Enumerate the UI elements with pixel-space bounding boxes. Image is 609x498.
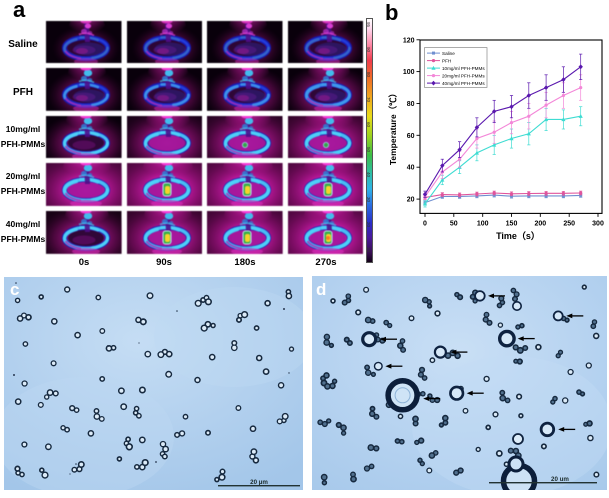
svg-text:50: 50 <box>450 220 458 227</box>
svg-text:20 µm: 20 µm <box>250 479 268 486</box>
svg-text:20 um: 20 um <box>551 476 569 483</box>
svg-text:250: 250 <box>563 220 575 227</box>
svg-text:c: c <box>10 280 19 299</box>
svg-text:100: 100 <box>477 220 489 227</box>
svg-text:300: 300 <box>592 220 604 227</box>
svg-text:60: 60 <box>407 133 415 140</box>
svg-text:PFH: PFH <box>442 58 451 63</box>
svg-text:Time（s）: Time（s） <box>496 231 540 241</box>
svg-text:100: 100 <box>403 69 415 76</box>
svg-text:10mg/ml PFH-PMMs: 10mg/ml PFH-PMMs <box>442 66 485 71</box>
svg-text:80: 80 <box>407 101 415 108</box>
svg-text:20: 20 <box>407 197 415 204</box>
svg-text:150: 150 <box>506 220 518 227</box>
svg-text:120: 120 <box>403 37 415 44</box>
svg-text:d: d <box>316 280 326 299</box>
svg-text:Saline: Saline <box>442 51 455 56</box>
svg-text:40: 40 <box>407 165 415 172</box>
svg-text:0: 0 <box>423 220 427 227</box>
svg-text:20mg/ml PFH-PMMs: 20mg/ml PFH-PMMs <box>442 73 485 78</box>
svg-text:200: 200 <box>534 220 546 227</box>
svg-text:40mg/ml PFH-PMMs: 40mg/ml PFH-PMMs <box>442 81 485 86</box>
svg-text:Temperature（℃）: Temperature（℃） <box>388 89 398 165</box>
